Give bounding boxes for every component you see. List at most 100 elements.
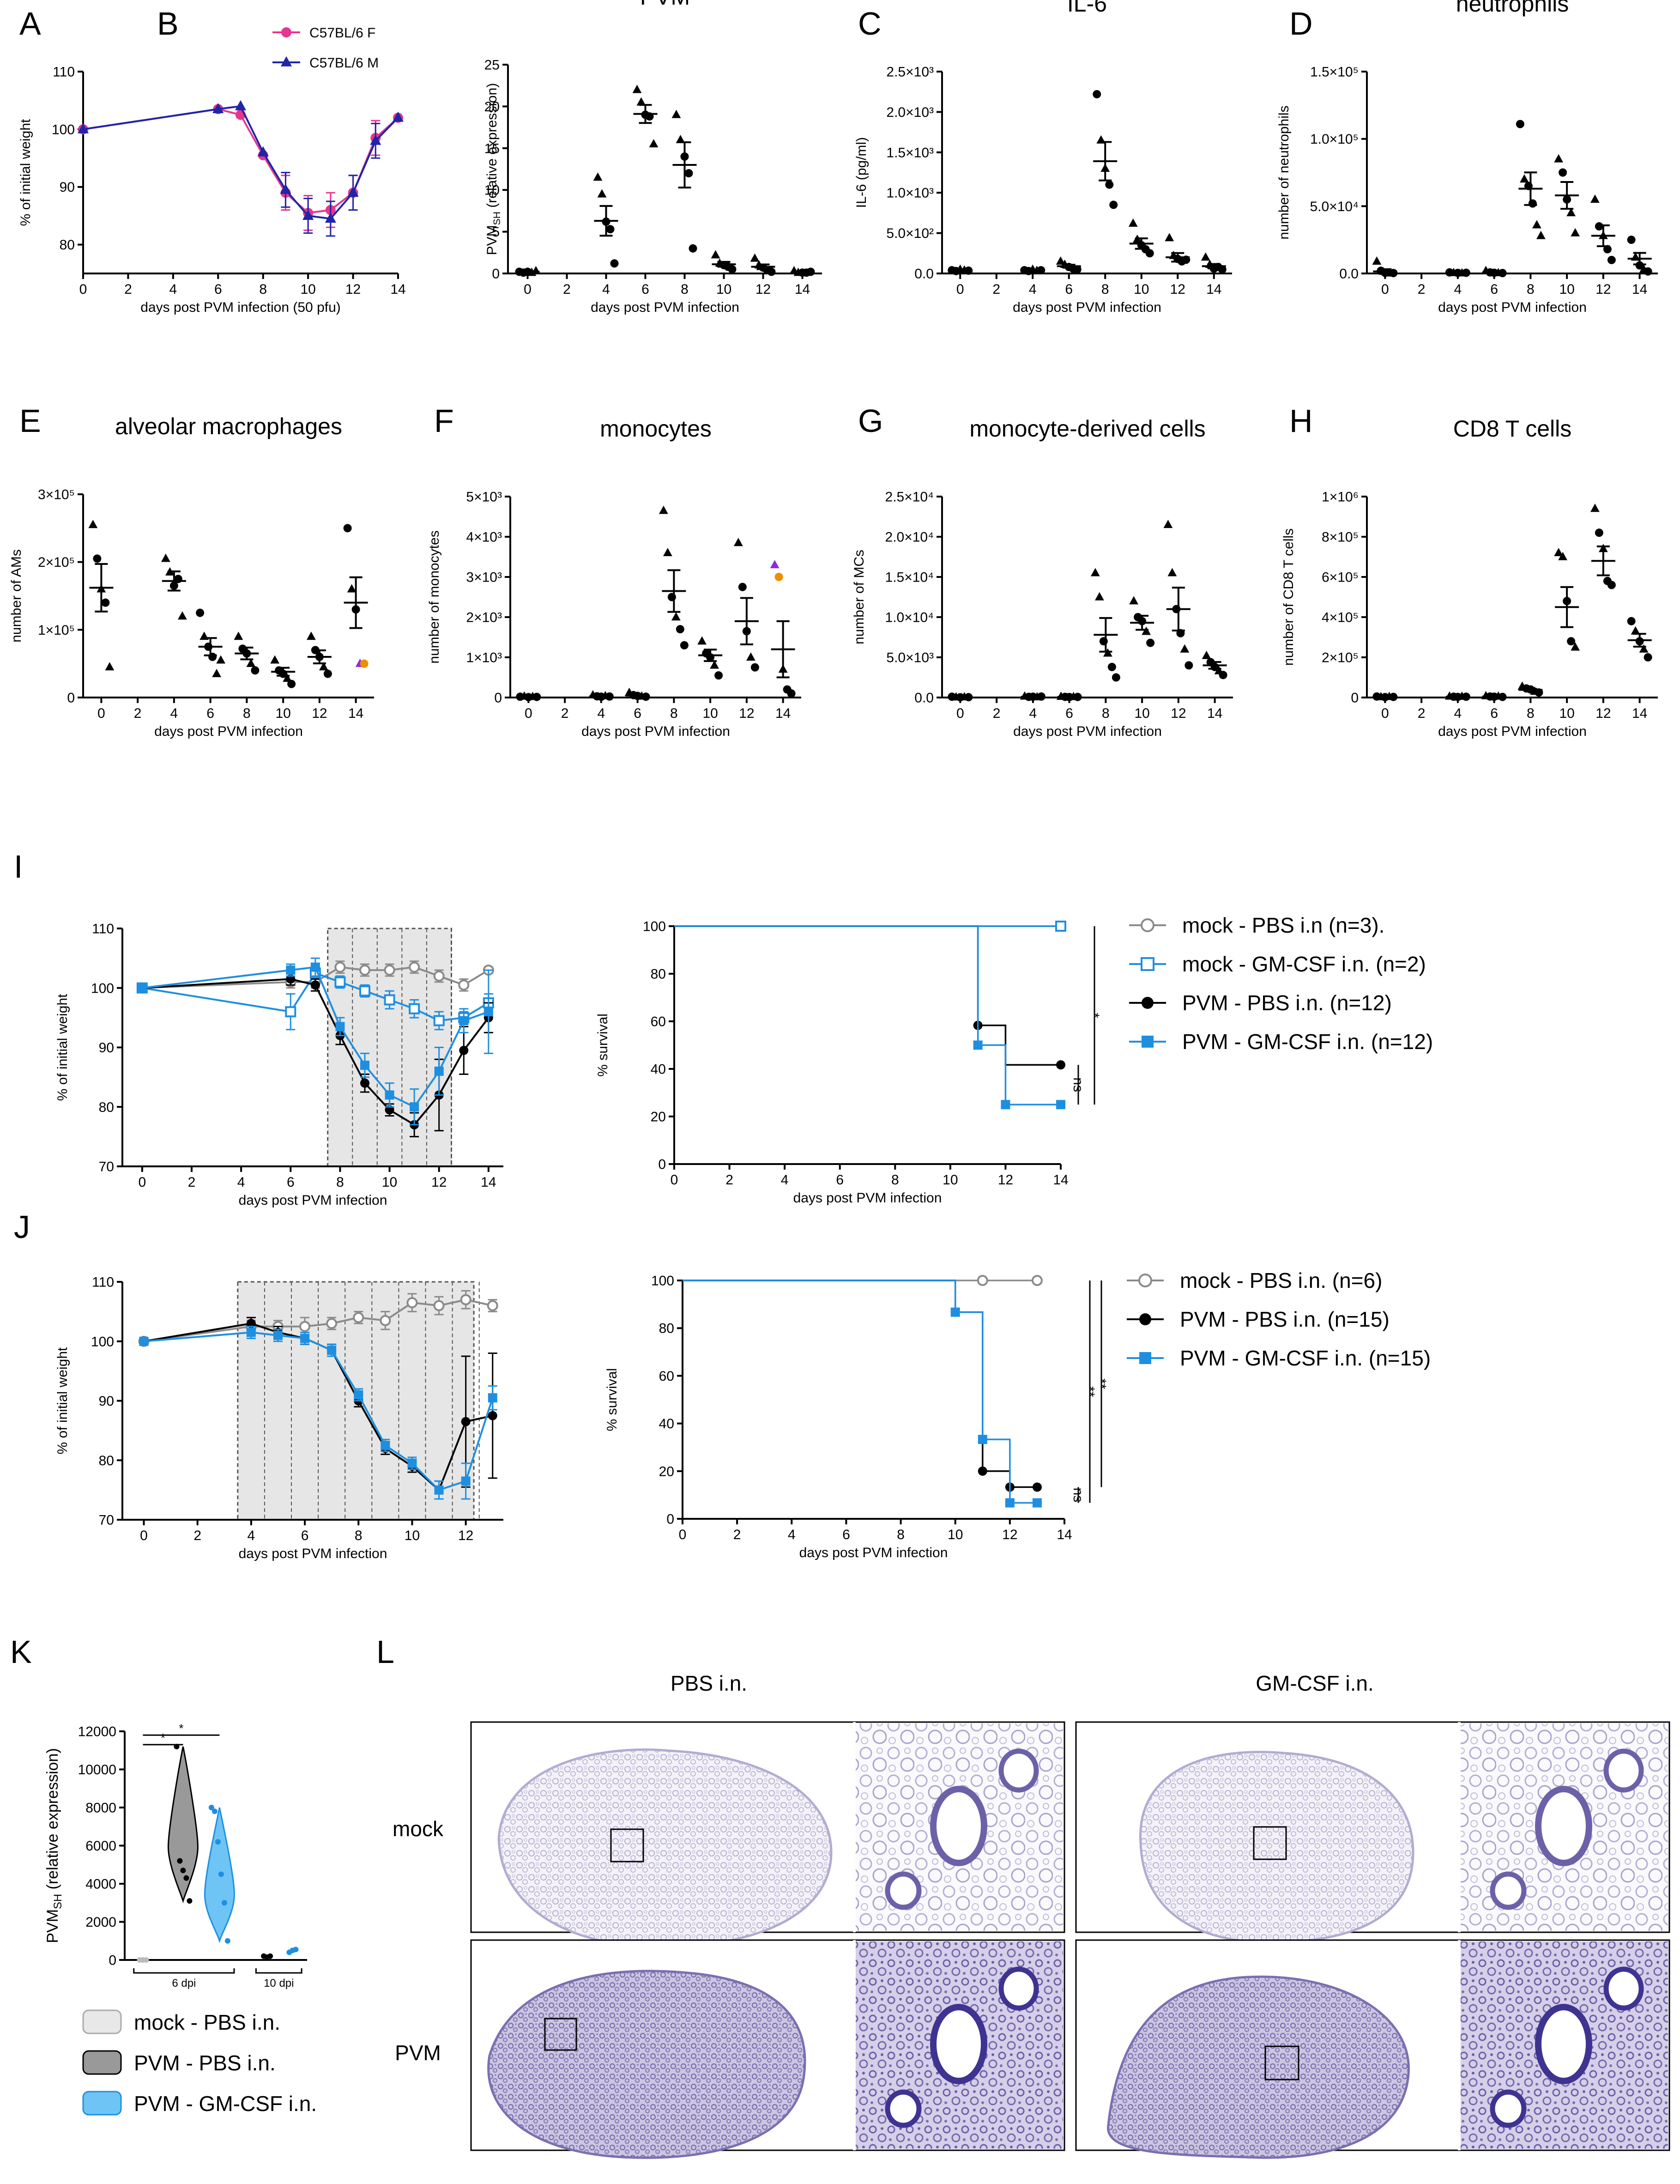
y-tick-label: 70 xyxy=(99,1159,114,1175)
y-label-rest: (relative expression) xyxy=(484,83,500,212)
data-point xyxy=(1112,673,1120,682)
data-point xyxy=(649,139,659,147)
y-label-rest: (relative expression) xyxy=(44,1748,61,1894)
chart-title: monocytes xyxy=(600,416,712,442)
y-tick-label: 20 xyxy=(651,1110,666,1125)
y-tick-label: 80 xyxy=(60,237,75,253)
data-point xyxy=(1165,233,1174,242)
y-axis-label: number of CD8 T cells xyxy=(1281,528,1296,666)
data-point xyxy=(310,980,320,990)
x-tick-label: 2 xyxy=(193,1528,201,1543)
x-tick-label: 8 xyxy=(1527,706,1535,721)
data-point xyxy=(93,554,102,563)
data-point xyxy=(1519,174,1529,183)
x-tick-label: 8 xyxy=(336,1175,344,1190)
data-point xyxy=(360,659,369,668)
legend-marker xyxy=(1142,997,1154,1009)
x-tick-label: 10 xyxy=(948,1527,963,1542)
airway-structure xyxy=(930,2004,987,2084)
y-tick-label: 100 xyxy=(52,122,75,137)
data-point xyxy=(1567,637,1576,646)
survival-step xyxy=(683,1280,1037,1504)
y-tick-label: 2×10³ xyxy=(466,610,502,625)
x-tick-label: 6 xyxy=(634,706,641,721)
y-tick-label: 80 xyxy=(99,1453,114,1468)
y-tick-label: 12000 xyxy=(78,1724,116,1740)
data-point xyxy=(286,965,296,975)
data-point xyxy=(676,134,685,143)
violin-point xyxy=(177,1858,183,1864)
legend-label: PVM - PBS i.n. xyxy=(134,2051,276,2075)
y-tick-label: 40 xyxy=(651,1062,666,1077)
x-tick-label: 12 xyxy=(739,706,754,721)
x-tick-label: 2 xyxy=(124,282,132,297)
data-point xyxy=(1094,592,1104,601)
survival-step xyxy=(674,925,1061,1105)
data-point xyxy=(1109,200,1118,209)
chart-F: 0 2 4 6 8 10 12 14 0 1×10³ 2×10³ 3×10³ 4×10³ 5×10³ day… xyxy=(427,416,801,739)
data-point xyxy=(381,1441,390,1450)
x-tick-label: 4 xyxy=(237,1175,245,1190)
data-point xyxy=(750,253,760,262)
x-tick-label: 6 xyxy=(214,282,222,297)
data-point xyxy=(1536,231,1546,239)
data-point xyxy=(161,553,170,562)
legend-marker xyxy=(281,27,291,37)
x-tick-label: 6 xyxy=(1490,706,1498,721)
data-point xyxy=(1142,626,1151,635)
survival-marker xyxy=(1001,1100,1010,1110)
panel-letter-a: A xyxy=(19,6,41,42)
y-tick-label: 6000 xyxy=(85,1838,116,1854)
x-tick-label: 0 xyxy=(140,1528,148,1543)
y-tick-label: 4000 xyxy=(85,1877,116,1892)
zoom-box xyxy=(1253,1826,1287,1860)
data-point xyxy=(1554,154,1564,163)
x-axis-label: days post PVM infection xyxy=(793,1190,942,1206)
y-tick-label: 80 xyxy=(651,967,666,982)
y-axis-label: number of neutrophils xyxy=(1276,105,1292,239)
data-point xyxy=(434,1067,444,1076)
x-tick-label: 8 xyxy=(259,282,267,297)
x-tick-label: 0 xyxy=(671,1172,678,1188)
y-tick-label: 100 xyxy=(651,1274,674,1289)
x-tick-label: 14 xyxy=(775,706,791,721)
x-tick-label: 4 xyxy=(169,282,177,297)
chart-D: 0 2 4 6 8 10 12 14 0.0 5.0×10⁴ 1.0×10⁵ 1.5×10⁵ days … xyxy=(1276,0,1658,315)
data-point xyxy=(280,183,291,194)
y-tick-label: 10 xyxy=(484,183,500,198)
data-point xyxy=(392,111,404,122)
violin-shape xyxy=(167,1746,199,1904)
data-point xyxy=(1639,644,1649,653)
x-tick-label: 8 xyxy=(1102,706,1110,721)
x-tick-label: 10 xyxy=(1134,282,1149,297)
data-point xyxy=(714,671,723,680)
legend-label: mock - PBS i.n. xyxy=(134,2010,280,2034)
y-tick-label: 2.0×10³ xyxy=(886,105,934,120)
x-tick-label: 8 xyxy=(670,706,678,721)
y-tick-label: 0 xyxy=(1351,691,1359,706)
y-axis-label: % of initial weight xyxy=(55,994,70,1101)
data-point xyxy=(1590,504,1600,512)
x-tick-label: 2 xyxy=(1418,282,1426,297)
panel-letter-i: I xyxy=(14,849,23,885)
x-tick-label: 0 xyxy=(79,282,87,297)
data-point xyxy=(1146,638,1155,647)
x-tick-label: 12 xyxy=(458,1528,473,1543)
legend-marker xyxy=(1141,957,1154,971)
data-point xyxy=(1093,90,1101,98)
data-point xyxy=(287,679,296,688)
significance-label: * xyxy=(1087,1013,1102,1018)
y-tick-label: 2×10⁵ xyxy=(1322,650,1359,666)
panel-letter-h: H xyxy=(1289,403,1313,439)
data-point xyxy=(697,636,707,645)
panel-letter-e: E xyxy=(19,403,41,439)
y-tick-label: 0.0 xyxy=(914,267,934,282)
violin-point xyxy=(224,1938,230,1944)
data-point xyxy=(750,663,759,672)
y-axis-label: number of AMs xyxy=(9,549,24,643)
series-line xyxy=(142,978,489,1126)
chart-title: CD8 T cells xyxy=(1453,416,1572,442)
lung-section xyxy=(1139,1751,1414,1944)
data-point xyxy=(319,662,328,671)
